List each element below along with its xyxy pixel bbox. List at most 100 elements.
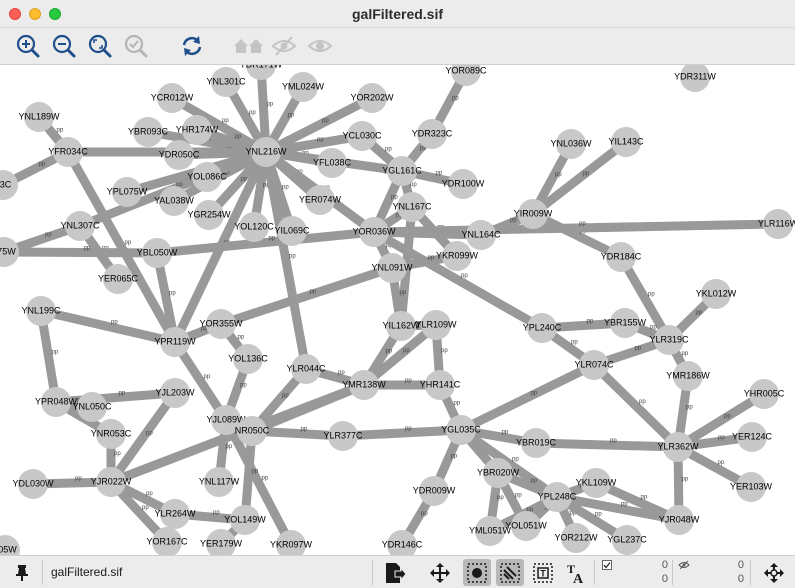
node-circle[interactable] <box>425 370 455 400</box>
node-circle[interactable] <box>53 137 83 167</box>
network-node[interactable]: YHR174W <box>176 115 219 145</box>
network-node[interactable]: YER065C <box>98 264 139 294</box>
network-node[interactable]: YDR100W <box>442 169 485 199</box>
font-button[interactable]: T A <box>561 559 589 586</box>
network-node[interactable]: YBR155W <box>604 308 647 338</box>
network-node[interactable]: YBR019C <box>516 428 557 458</box>
node-circle[interactable] <box>518 199 548 229</box>
node-circle[interactable] <box>328 421 358 451</box>
network-node[interactable]: YOL120C <box>234 212 274 242</box>
node-circle[interactable] <box>317 148 347 178</box>
refresh-button[interactable] <box>178 33 206 59</box>
network-canvas[interactable]: pp pp pp pp pp pp pp pp pp pp pp pp pp pp pp pp pp pp pp pp… <box>0 65 795 555</box>
network-edge[interactable] <box>152 252 180 343</box>
network-node[interactable]: 175W <box>0 237 19 267</box>
node-circle[interactable] <box>673 361 703 391</box>
node-circle[interactable] <box>377 253 407 283</box>
network-node[interactable]: YBR020W <box>477 458 520 488</box>
node-circle[interactable] <box>305 185 335 215</box>
network-node[interactable]: YPR119W <box>154 327 196 357</box>
network-node[interactable]: YPL240C <box>523 313 562 343</box>
network-node[interactable]: YGR254W <box>187 200 231 230</box>
node-circle[interactable] <box>230 505 260 535</box>
network-edge[interactable] <box>371 228 545 332</box>
network-node[interactable]: YML051W <box>469 516 512 546</box>
select-annotations-button[interactable]: T <box>529 559 557 586</box>
network-edge[interactable] <box>675 390 767 451</box>
network-node[interactable]: YGL237C <box>607 525 647 555</box>
network-node[interactable]: YER179W <box>200 529 243 555</box>
network-node[interactable]: YKL109W <box>576 468 617 498</box>
network-node[interactable]: YCL030C <box>342 121 382 151</box>
network-edge[interactable] <box>594 478 681 525</box>
network-edge[interactable] <box>265 131 363 157</box>
export-button[interactable] <box>381 559 409 586</box>
network-node[interactable]: YNL164C <box>461 220 501 250</box>
network-node[interactable]: YNL036W <box>550 129 592 159</box>
home-button[interactable] <box>232 33 266 59</box>
navigate-button[interactable] <box>760 559 788 586</box>
network-node[interactable]: YOL051W <box>505 511 547 541</box>
network-node[interactable]: YOR167C <box>146 527 188 555</box>
node-circle[interactable] <box>610 308 640 338</box>
network-node[interactable]: YMR186W <box>666 361 710 391</box>
network-node[interactable]: YML024W <box>282 72 325 102</box>
node-circle[interactable] <box>561 523 591 553</box>
network-node[interactable]: YLR319C <box>649 325 689 355</box>
network-edge[interactable] <box>459 360 596 435</box>
network-node[interactable]: YOL086C <box>187 162 227 192</box>
node-circle[interactable] <box>204 467 234 497</box>
node-circle[interactable] <box>160 378 190 408</box>
network-node[interactable]: YLR044C <box>286 354 326 384</box>
node-circle[interactable] <box>206 529 236 555</box>
node-circle[interactable] <box>749 379 779 409</box>
network-node[interactable]: YNL216W <box>245 137 287 167</box>
node-circle[interactable] <box>442 241 472 271</box>
node-circle[interactable] <box>521 428 551 458</box>
close-window-button[interactable] <box>9 8 21 20</box>
node-circle[interactable] <box>160 499 190 529</box>
network-node[interactable]: YNL167C <box>392 192 432 222</box>
network-node[interactable]: YLR074C <box>574 350 614 380</box>
show-button[interactable] <box>306 33 334 59</box>
network-node[interactable]: YNL301C <box>206 67 246 97</box>
network-node[interactable]: YPL075W <box>107 177 148 207</box>
node-circle[interactable] <box>206 309 236 339</box>
node-circle[interactable] <box>157 83 187 113</box>
node-circle[interactable] <box>251 137 281 167</box>
network-node[interactable]: YOR355W <box>199 309 243 339</box>
network-node[interactable]: YCR012W <box>151 83 194 113</box>
zoom-out-button[interactable] <box>50 33 78 59</box>
node-circle[interactable] <box>77 392 107 422</box>
node-circle[interactable] <box>611 127 641 157</box>
network-node[interactable]: YOL136C <box>228 344 268 374</box>
network-node[interactable]: YKL012W <box>696 279 737 309</box>
node-circle[interactable] <box>347 121 377 151</box>
node-circle[interactable] <box>288 72 318 102</box>
node-circle[interactable] <box>159 186 189 216</box>
node-circle[interactable] <box>612 525 642 555</box>
minimize-window-button[interactable] <box>29 8 41 20</box>
node-circle[interactable] <box>359 217 389 247</box>
network-edge[interactable] <box>617 254 673 343</box>
network-node[interactable]: YOR202W <box>350 83 394 113</box>
zoom-in-button[interactable] <box>14 33 42 59</box>
network-node[interactable]: YNL307C <box>60 211 100 241</box>
network-graph[interactable]: pp pp pp pp pp pp pp pp pp pp pp pp pp pp pp pp pp pp pp pp… <box>0 65 795 555</box>
zoom-fit-button[interactable] <box>86 33 114 59</box>
network-edge[interactable] <box>342 425 462 441</box>
node-circle[interactable] <box>211 67 241 97</box>
network-node[interactable]: YDR323C <box>412 119 453 149</box>
network-edge[interactable] <box>531 209 623 262</box>
node-circle[interactable] <box>579 350 609 380</box>
network-edge[interactable] <box>590 361 682 451</box>
node-circle[interactable] <box>737 422 767 452</box>
network-node[interactable]: YFL038C <box>313 148 352 178</box>
network-node[interactable]: YIL143C <box>608 127 644 157</box>
node-circle[interactable] <box>112 177 142 207</box>
node-circle[interactable] <box>291 354 321 384</box>
network-edge[interactable] <box>261 151 311 370</box>
node-circle[interactable] <box>24 102 54 132</box>
node-circle[interactable] <box>96 467 126 497</box>
node-circle[interactable] <box>277 216 307 246</box>
